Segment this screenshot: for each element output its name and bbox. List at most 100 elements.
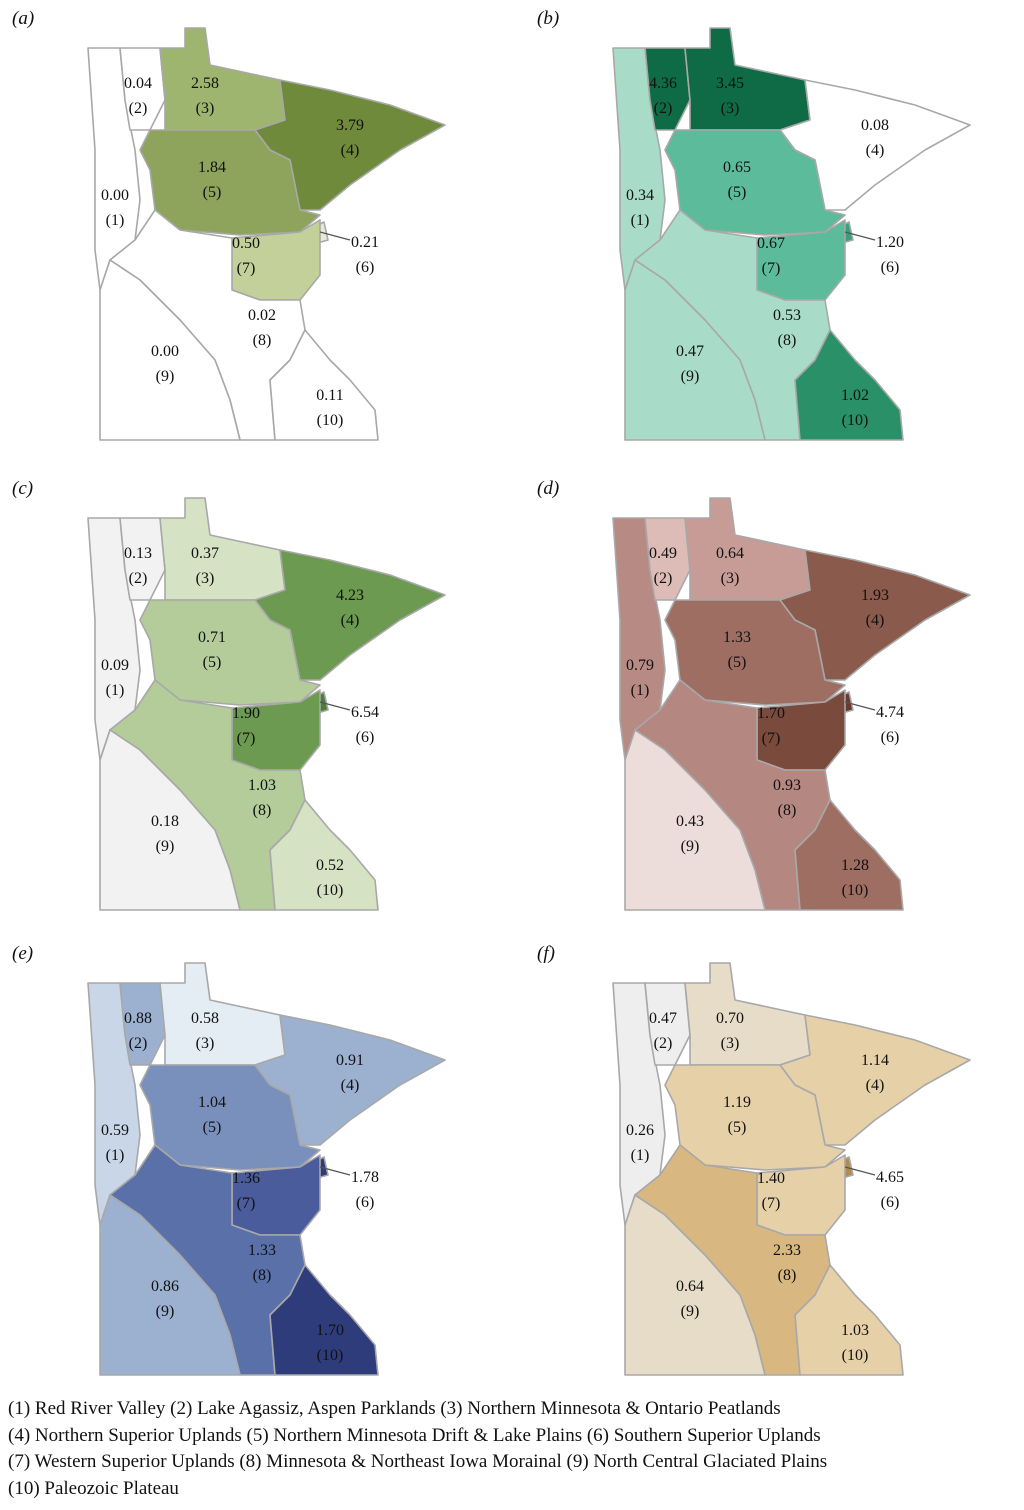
region-value: 1.40 bbox=[757, 1170, 785, 1187]
map-panel: (d) 0.79 (1) 0.49 (2) 0.64 (3) 1.93 (4) 1.33 (5) 4.… bbox=[537, 478, 971, 911]
region-value: 1.14 bbox=[861, 1052, 889, 1069]
region bbox=[664, 1064, 846, 1171]
region-id: (10) bbox=[842, 882, 869, 899]
region-id: (9) bbox=[681, 1303, 700, 1320]
region-id: (4) bbox=[341, 142, 360, 159]
region-value: 2.33 bbox=[773, 1242, 801, 1259]
caption-line: (4) Northern Superior Uplands (5) Northe… bbox=[8, 1424, 821, 1446]
region-value: 1.90 bbox=[232, 705, 260, 722]
region-id: (4) bbox=[866, 612, 885, 629]
region bbox=[99, 1194, 241, 1376]
region-id: (3) bbox=[721, 570, 740, 587]
region-id: (7) bbox=[762, 1195, 781, 1212]
region bbox=[684, 497, 811, 601]
region-id: (8) bbox=[778, 1267, 797, 1284]
region-id: (4) bbox=[341, 612, 360, 629]
region-value: 0.13 bbox=[124, 545, 152, 562]
region bbox=[794, 1264, 904, 1376]
region-value: 0.00 bbox=[101, 187, 129, 204]
region-value: 0.09 bbox=[101, 657, 129, 674]
region-id: (2) bbox=[129, 1035, 148, 1052]
leader-line bbox=[844, 1166, 876, 1176]
region-id: (3) bbox=[196, 570, 215, 587]
region-value: 1.02 bbox=[841, 387, 869, 404]
region-value: 1.04 bbox=[198, 1094, 226, 1111]
caption-line: (1) Red River Valley (2) Lake Agassiz, A… bbox=[8, 1398, 781, 1419]
region-value: 0.65 bbox=[723, 159, 751, 176]
region-id: (6) bbox=[881, 1194, 900, 1211]
region bbox=[794, 799, 904, 911]
region-id: (5) bbox=[203, 184, 222, 201]
panel-label: (f) bbox=[537, 943, 555, 964]
region-id: (2) bbox=[654, 570, 673, 587]
panel-label: (a) bbox=[12, 8, 34, 29]
region-value: 1.03 bbox=[841, 1322, 869, 1339]
region-value: 1.33 bbox=[723, 629, 751, 646]
region-value: 1.78 bbox=[351, 1169, 379, 1186]
region-value: 0.11 bbox=[316, 387, 343, 404]
map-panel: (c) 0.09 (1) 0.13 (2) 0.37 (3) 4.23 (4) 0.71 (5) 6.… bbox=[12, 478, 446, 911]
caption-line: (7) Western Superior Uplands (8) Minneso… bbox=[8, 1451, 828, 1472]
region-value: 1.84 bbox=[198, 159, 226, 176]
region-id: (8) bbox=[253, 802, 272, 819]
region-value: 4.23 bbox=[336, 587, 364, 604]
panel-label: (c) bbox=[12, 478, 33, 499]
region-id: (4) bbox=[341, 1077, 360, 1094]
region-id: (8) bbox=[253, 1267, 272, 1284]
region-id: (10) bbox=[842, 412, 869, 429]
region-id: (8) bbox=[778, 802, 797, 819]
region-value: 1.70 bbox=[316, 1322, 344, 1339]
region-id: (8) bbox=[778, 332, 797, 349]
region-value: 4.65 bbox=[876, 1169, 904, 1186]
region-value: 0.47 bbox=[676, 343, 704, 360]
region-id: (4) bbox=[866, 142, 885, 159]
region-id: (6) bbox=[356, 259, 375, 276]
region bbox=[624, 1194, 766, 1376]
region-value: 1.36 bbox=[232, 1170, 260, 1187]
region-value: 0.70 bbox=[716, 1010, 744, 1027]
region-id: (7) bbox=[762, 730, 781, 747]
region-id: (1) bbox=[106, 212, 125, 229]
region-id: (5) bbox=[203, 654, 222, 671]
region-value: 0.88 bbox=[124, 1010, 152, 1027]
region-id: (7) bbox=[762, 260, 781, 277]
region-id: (6) bbox=[356, 729, 375, 746]
region-value: 0.93 bbox=[773, 777, 801, 794]
region-value: 0.18 bbox=[151, 813, 179, 830]
panel-label: (e) bbox=[12, 943, 33, 964]
region bbox=[99, 729, 241, 911]
region-value: 0.02 bbox=[248, 307, 276, 324]
region-id: (7) bbox=[237, 1195, 256, 1212]
region bbox=[269, 329, 379, 441]
region-value: 6.54 bbox=[351, 704, 379, 721]
region-id: (9) bbox=[156, 838, 175, 855]
map-panel: (f) 0.26 (1) 0.47 (2) 0.70 (3) 1.14 (4) 1.19 (5) 4.… bbox=[537, 943, 971, 1376]
map-panel: (b) 0.34 (1) 4.36 (2) 3.45 (3) 0.08 (4) 0.65 (5) 1.… bbox=[537, 8, 971, 441]
map-panel: (a) 0.00 (1) 0.04 (2) 2.58 (3) 3.79 (4) 1.84 (5) 0.… bbox=[12, 8, 446, 441]
region-id: (9) bbox=[681, 838, 700, 855]
region-value: 0.43 bbox=[676, 813, 704, 830]
region-id: (10) bbox=[317, 412, 344, 429]
region-id: (9) bbox=[156, 1303, 175, 1320]
region-value: 1.28 bbox=[841, 857, 869, 874]
region bbox=[624, 729, 766, 911]
region-value: 0.00 bbox=[151, 343, 179, 360]
region-id: (5) bbox=[728, 1119, 747, 1136]
region-id: (4) bbox=[866, 1077, 885, 1094]
region bbox=[139, 599, 321, 706]
region-value: 0.52 bbox=[316, 857, 344, 874]
region-id: (5) bbox=[203, 1119, 222, 1136]
region-value: 0.26 bbox=[626, 1122, 654, 1139]
region-id: (1) bbox=[631, 1147, 650, 1164]
leader-line bbox=[844, 701, 876, 711]
region-id: (3) bbox=[196, 1035, 215, 1052]
region-id: (5) bbox=[728, 654, 747, 671]
region-value: 1.70 bbox=[757, 705, 785, 722]
region bbox=[99, 259, 241, 441]
region bbox=[159, 27, 286, 131]
region-value: 1.33 bbox=[248, 1242, 276, 1259]
panel-label: (b) bbox=[537, 8, 559, 29]
region-id: (6) bbox=[356, 1194, 375, 1211]
leader-line bbox=[319, 701, 351, 711]
page: {"panels": [ {"label": "(a)", "regions":… bbox=[8, 8, 971, 1499]
